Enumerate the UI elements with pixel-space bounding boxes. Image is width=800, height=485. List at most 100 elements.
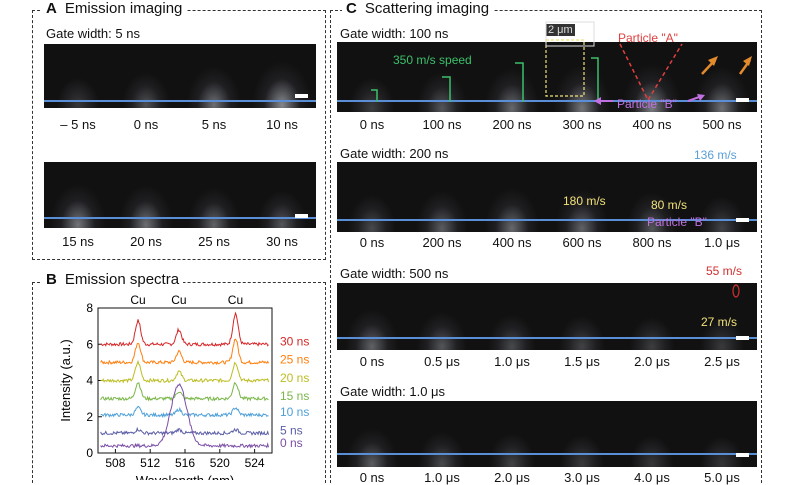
- panel-c-row2-scale-bar: [736, 218, 749, 222]
- panel-c-row3-frame: [337, 283, 407, 350]
- y-tick-label: 0: [86, 446, 93, 460]
- panel-a-row1-time-label: 5 ns: [201, 117, 227, 132]
- panel-c-row2-time-label: 600 ns: [562, 235, 602, 250]
- legend-entry: 5 ns: [280, 423, 303, 437]
- panel-c-row4-frame: [407, 401, 477, 467]
- panel-c-gate-1: Gate width: 100 ns: [340, 26, 449, 41]
- panel-c-row1-time-label: 200 ns: [492, 117, 532, 132]
- panel-c-row4-image: [337, 401, 757, 467]
- panel-c-gate-3: Gate width: 500 ns: [340, 266, 449, 281]
- panel-c-row3-frame: [477, 283, 547, 350]
- panel-c-row4-baseline: [337, 453, 757, 455]
- panel-c-row3-frame: [547, 283, 617, 350]
- y-tick-label: 8: [86, 301, 93, 315]
- spectrum-line-5ns: [100, 426, 269, 437]
- panel-c-row2-frame: [337, 162, 407, 232]
- panel-c-row2-time-label: 1.0 μs: [704, 235, 740, 250]
- panel-c-row4-time-label: 2.0 μs: [494, 470, 530, 485]
- panel-a-row1-image: [44, 44, 316, 108]
- y-tick-label: 4: [86, 374, 93, 388]
- panel-c-row3-time-label: 2.5 μs: [704, 354, 740, 369]
- panel-c-row3-time-label: 1.5 μs: [564, 354, 600, 369]
- panel-a-title: A Emission imaging: [42, 0, 187, 17]
- speed-350-label: 350 m/s speed: [393, 53, 472, 67]
- panel-c-row3-time-label: 2.0 μs: [634, 354, 670, 369]
- panel-c-gate-4: Gate width: 1.0 μs: [340, 384, 446, 399]
- panel-c-row2-baseline: [337, 219, 757, 221]
- particle-b-label-2: Particle "B": [647, 215, 707, 229]
- panel-c-title: C Scattering imaging: [342, 0, 494, 17]
- cu-peak-label: Cu: [130, 293, 145, 307]
- y-tick-label: 2: [86, 410, 93, 424]
- x-axis-label: Wavelength (nm): [136, 473, 235, 480]
- panel-c-row1-time-label: 100 ns: [422, 117, 462, 132]
- panel-a-row2-time-label: 25 ns: [198, 234, 230, 249]
- panel-c-row4-time-label: 5.0 μs: [704, 470, 740, 485]
- panel-c-row4-time-label: 4.0 μs: [634, 470, 670, 485]
- panel-c-row4-time-label: 0 ns: [359, 470, 385, 485]
- emission-spectra-chart: 508 512 516 520 524 0 2 4 6 8 Wavelength (nm) Inten…: [58, 293, 309, 480]
- panel-c-row2-time-label: 0 ns: [359, 235, 385, 250]
- legend-entry: 15 ns: [280, 389, 309, 403]
- spectrum-line-25ns: [100, 338, 269, 366]
- panel-c-row3-time-label: 0.5 μs: [424, 354, 460, 369]
- panel-c-row1-baseline: [337, 100, 757, 102]
- panel-a-row2-scale-bar: [295, 214, 308, 218]
- panel-c-row1-frame: [477, 42, 547, 112]
- particle-b-label-1: Particle "B": [617, 97, 677, 111]
- cu-peak-label: Cu: [171, 293, 186, 307]
- speed-180-label: 180 m/s: [563, 194, 606, 208]
- panel-c-row3-image: [337, 283, 757, 350]
- panel-a-row1-frame: [112, 44, 180, 108]
- legend-entry: 10 ns: [280, 405, 309, 419]
- panel-c-row2-frame: [477, 162, 547, 232]
- panel-c-row1-time-label: 400 ns: [632, 117, 672, 132]
- panel-c-row4-frame: [617, 401, 687, 467]
- panel-a-row1-time-label: 0 ns: [133, 117, 159, 132]
- legend-entry: 30 ns: [280, 335, 309, 349]
- speed-80-label: 80 m/s: [651, 198, 688, 212]
- legend-entry: 25 ns: [280, 353, 309, 367]
- panel-c-row4-time-label: 3.0 μs: [564, 470, 600, 485]
- panel-c-row1-frame: [547, 42, 617, 112]
- panel-c-row4-frame: [687, 401, 757, 467]
- spectrum-line-30ns: [100, 311, 269, 348]
- spectrum-line-10ns: [100, 405, 269, 418]
- panel-c-frame: [330, 10, 762, 483]
- panel-a-row1-frame: [180, 44, 248, 108]
- panel-c-row4-frame: [547, 401, 617, 467]
- panel-a-row1-baseline: [44, 100, 316, 102]
- panel-c-row3-time-label: 0 ns: [359, 354, 385, 369]
- legend-entry: 0 ns: [280, 436, 303, 450]
- panel-c-row2-time-label: 200 ns: [422, 235, 462, 250]
- spectrum-line-0ns: [100, 382, 269, 449]
- panel-a-row2-baseline: [44, 217, 316, 219]
- speed-136-label: 136 m/s: [694, 148, 737, 162]
- scale-2um-label: 2 μm: [546, 24, 575, 36]
- panel-c-row3-frame: [617, 283, 687, 350]
- particle-a-label: Particle "A": [618, 31, 678, 45]
- x-tick-label: 520: [210, 456, 230, 470]
- panel-c-row1-time-label: 500 ns: [702, 117, 742, 132]
- panel-c-row4-time-label: 1.0 μs: [424, 470, 460, 485]
- x-tick-label: 524: [245, 456, 265, 470]
- speed-55-label: 55 m/s: [706, 264, 743, 278]
- panel-b-title: B Emission spectra: [42, 271, 184, 288]
- y-axis-label: Intensity (a.u.): [58, 339, 73, 421]
- panel-c-row2-frame: [407, 162, 477, 232]
- panel-c-row2-time-label: 800 ns: [632, 235, 672, 250]
- panel-a-row1-time-label: – 5 ns: [60, 117, 96, 132]
- panel-c-row3-scale-bar: [736, 336, 749, 340]
- panel-c-row1-scale-bar: [736, 98, 749, 102]
- x-tick-label: 508: [105, 456, 125, 470]
- spectrum-line-20ns: [100, 359, 269, 384]
- panel-a-row2-time-label: 30 ns: [266, 234, 298, 249]
- panel-c-row3-frame: [407, 283, 477, 350]
- panel-a-row2-time-label: 20 ns: [130, 234, 162, 249]
- panel-a-row1-scale-bar: [295, 94, 308, 98]
- panel-c-row1-time-label: 300 ns: [562, 117, 602, 132]
- panel-c-gate-2: Gate width: 200 ns: [340, 146, 449, 161]
- panel-a-row2-time-label: 15 ns: [62, 234, 94, 249]
- panel-c-row4-scale-bar: [736, 453, 749, 457]
- cu-peak-label: Cu: [228, 293, 243, 307]
